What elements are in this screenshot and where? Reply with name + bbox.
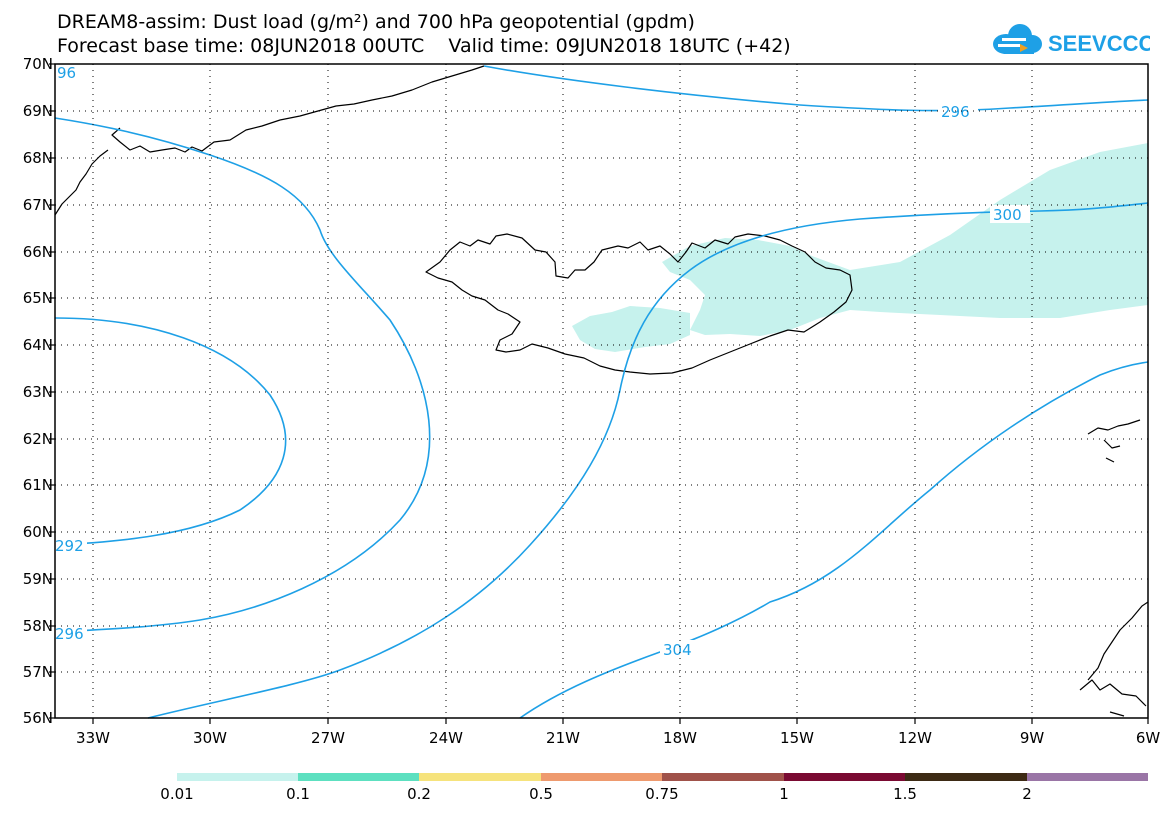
contour-label-96: 96 [57, 64, 76, 82]
contour-300 [147, 202, 1149, 719]
lat-label: 66N [22, 243, 53, 261]
geopotential-contours [54, 65, 1149, 719]
contour-label-296-top: 296 [941, 103, 970, 121]
colorbar-segment [419, 773, 541, 781]
lon-label: 30W [193, 729, 227, 747]
colorbar-label: 0.2 [407, 785, 431, 803]
lon-label: 18W [663, 729, 697, 747]
contour-label-296-left: 296 [55, 625, 84, 643]
lat-label: 65N [22, 289, 53, 307]
contour-304 [519, 361, 1149, 719]
lat-label: 63N [22, 383, 53, 401]
contour-label-304: 304 [663, 641, 692, 659]
colorbar-label: 0.1 [286, 785, 310, 803]
lon-label: 24W [429, 729, 463, 747]
scotland-coast [1087, 601, 1149, 681]
colorbar-segment [177, 773, 298, 781]
map-title-line-1: DREAM8-assim: Dust load (g/m²) and 700 h… [57, 11, 695, 33]
lon-label: 33W [76, 729, 110, 747]
lon-label: 9W [1019, 729, 1045, 747]
lat-label: 57N [22, 663, 53, 681]
seevccc-logo: SEEVCCC [993, 24, 1150, 56]
lat-label: 68N [22, 149, 53, 167]
lat-label: 61N [22, 476, 53, 494]
lat-label: 58N [22, 617, 53, 635]
contour-label-292: 292 [55, 537, 84, 555]
lon-label: 12W [898, 729, 932, 747]
colorbar-label: 1.5 [893, 785, 917, 803]
axis-ticks [49, 63, 1149, 724]
lat-label: 64N [22, 336, 53, 354]
dust-load-areas [572, 143, 1148, 352]
colorbar-segment [298, 773, 419, 781]
map-title-line-2: Forecast base time: 08JUN2018 00UTC Vali… [57, 35, 791, 57]
dust-area-east [662, 143, 1148, 336]
lat-label: 59N [22, 570, 53, 588]
colorbar-segment [905, 773, 1027, 781]
colorbar-segment [1027, 773, 1148, 781]
dust-area-south [572, 306, 690, 352]
dust-load-colorbar [177, 773, 1148, 781]
lat-label: 69N [22, 102, 53, 120]
colorbar-label: 0.75 [645, 785, 679, 803]
lat-label: 67N [22, 196, 53, 214]
contour-296-left [54, 117, 431, 633]
lat-label: 56N [22, 709, 53, 727]
colorbar-label: 0.5 [529, 785, 553, 803]
greenland-coast-west [54, 149, 109, 216]
lon-label: 15W [780, 729, 814, 747]
lon-label: 6W [1135, 729, 1161, 747]
cloud-icon [993, 24, 1042, 54]
islands-south [1079, 679, 1147, 717]
lat-label: 60N [22, 523, 53, 541]
colorbar-label: 1 [779, 785, 789, 803]
grid-lines [55, 64, 1148, 718]
faroe-islands [1087, 419, 1141, 463]
greenland-coast [111, 65, 485, 153]
colorbar-segment [662, 773, 784, 781]
colorbar-label: 2 [1022, 785, 1032, 803]
lon-label: 27W [311, 729, 345, 747]
colorbar-segment [784, 773, 905, 781]
colorbar-segment [541, 773, 662, 781]
lat-label: 62N [22, 430, 53, 448]
map-frame [54, 63, 1149, 719]
lat-label: 70N [22, 55, 53, 73]
colorbar-label: 0.01 [160, 785, 194, 803]
coastlines [54, 65, 1149, 717]
contour-label-backgrounds [55, 64, 1030, 658]
contour-296-top [483, 65, 1149, 112]
contour-label-300: 300 [993, 206, 1022, 224]
contour-292-left [54, 317, 287, 546]
logo-text: SEEVCCC [1048, 31, 1150, 56]
lon-label: 21W [546, 729, 580, 747]
